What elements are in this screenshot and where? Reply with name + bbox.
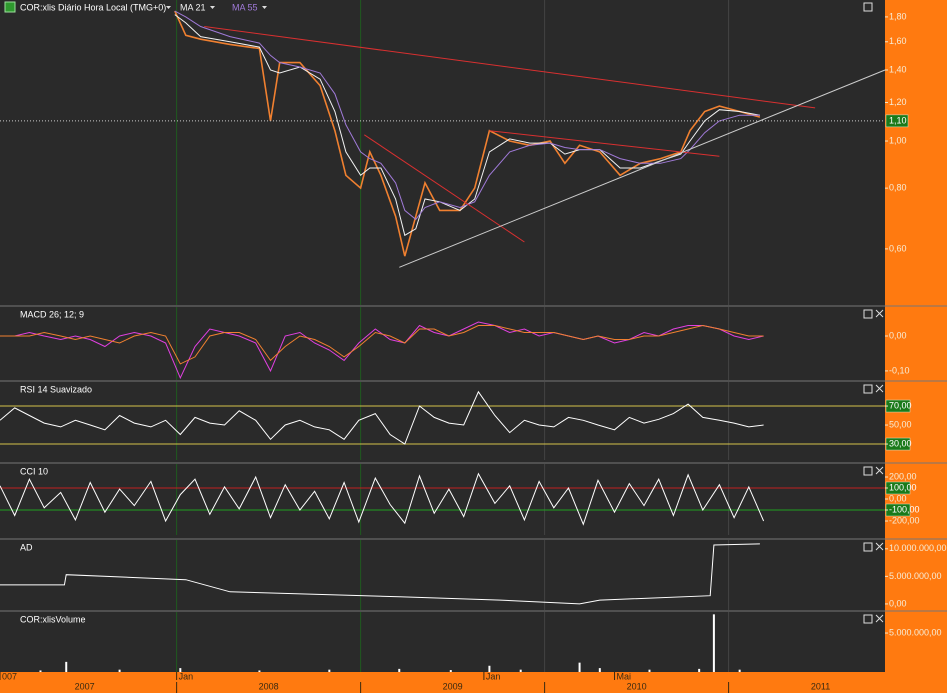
close-button[interactable] <box>875 309 884 318</box>
legend-dropdown[interactable] <box>262 6 267 9</box>
volume-bar <box>398 668 401 672</box>
x-tick-label-top: Jan <box>486 671 501 681</box>
x-tick-label: 2011 <box>811 681 830 691</box>
y-tick-label: 50,00 <box>889 419 912 429</box>
volume-bar <box>328 669 331 672</box>
trend-line <box>204 26 816 109</box>
panel-title: COR:xlis Diário Hora Local (TMG+0) <box>20 2 166 12</box>
volume-bar <box>65 661 68 672</box>
x-tick-label: 2009 <box>443 681 463 691</box>
close-button[interactable] <box>875 384 884 393</box>
x-tick-label: 2007 <box>75 681 95 691</box>
trend-line <box>399 69 886 268</box>
legend-entry: MA 21 <box>180 2 206 12</box>
y-tick-label: 100,00 <box>889 482 917 492</box>
volume-bar <box>519 669 522 672</box>
x-tick-label-top: Mai <box>617 671 632 681</box>
trend-line <box>489 130 720 157</box>
title-dropdown[interactable] <box>166 6 171 9</box>
y-tick-label: 30,00 <box>889 438 912 448</box>
data-line <box>0 324 764 365</box>
y-tick-label: -100,00 <box>889 504 920 514</box>
y-tick-label: 1,80 <box>889 11 907 21</box>
y-tick-label: 200,00 <box>889 471 917 481</box>
last-value-label: 1,10 <box>889 115 907 125</box>
legend-entry: MA 55 <box>232 2 258 12</box>
symbol-icon[interactable] <box>4 1 16 13</box>
volume-bar <box>39 670 42 672</box>
x-tick-label-top: 007 <box>2 671 17 681</box>
trend-line <box>364 134 525 243</box>
y-tick-label: 10.000.000,00 <box>889 543 947 553</box>
panel-title: MACD 26; 12; 9 <box>20 309 84 319</box>
x-tick-label-top: Jan <box>179 671 194 681</box>
data-line <box>0 543 760 605</box>
maximize-button[interactable] <box>863 542 873 552</box>
maximize-button[interactable] <box>863 614 873 624</box>
last-value-box <box>885 114 909 128</box>
volume-bar <box>449 670 452 672</box>
volume-bar <box>712 614 715 672</box>
time-axis-band <box>0 672 947 693</box>
volume-bar <box>648 669 651 672</box>
panel-title: COR:xlisVolume <box>20 614 86 624</box>
y-tick-label: 1,40 <box>889 64 907 74</box>
y-tick-label: 70,00 <box>889 400 912 410</box>
maximize-button[interactable] <box>863 309 873 319</box>
volume-bar <box>698 668 701 672</box>
close-button[interactable] <box>875 614 884 623</box>
y-tick-label: 0,80 <box>889 183 907 193</box>
y-tick-label: 0,00 <box>889 493 907 503</box>
y-tick-label: 0,00 <box>889 598 907 608</box>
y-tick-label: -0,10 <box>889 365 910 375</box>
panel-title: AD <box>20 542 33 552</box>
volume-bar <box>258 670 261 672</box>
x-tick-label: 2010 <box>627 681 647 691</box>
legend-dropdown[interactable] <box>210 6 215 9</box>
y-tick-label: 1,60 <box>889 36 907 46</box>
panel-title: RSI 14 Suavizado <box>20 384 92 394</box>
close-button[interactable] <box>875 466 884 475</box>
maximize-button[interactable] <box>863 466 873 476</box>
volume-bar <box>578 662 581 672</box>
panel-title: CCI 10 <box>20 466 48 476</box>
volume-bar <box>488 665 491 672</box>
volume-bar <box>738 669 741 672</box>
y-tick-label: 5.000.000,00 <box>889 571 942 581</box>
data-line <box>0 390 764 445</box>
x-tick-label: 2008 <box>259 681 279 691</box>
volume-bar <box>598 668 601 672</box>
maximize-button[interactable] <box>863 384 873 394</box>
close-button[interactable] <box>875 542 884 551</box>
volume-bar <box>118 669 121 672</box>
y-tick-label: 5.000.000,00 <box>889 627 942 637</box>
data-line <box>174 10 760 221</box>
y-tick-label: 1,20 <box>889 97 907 107</box>
y-tick-label: 0,60 <box>889 243 907 253</box>
y-tick-label: 1,00 <box>889 135 907 145</box>
data-line <box>0 472 765 526</box>
y-tick-label: 0,00 <box>889 330 907 340</box>
y-tick-label: -200,00 <box>889 515 920 525</box>
maximize-button[interactable] <box>863 2 873 12</box>
volume-bar <box>179 668 182 672</box>
